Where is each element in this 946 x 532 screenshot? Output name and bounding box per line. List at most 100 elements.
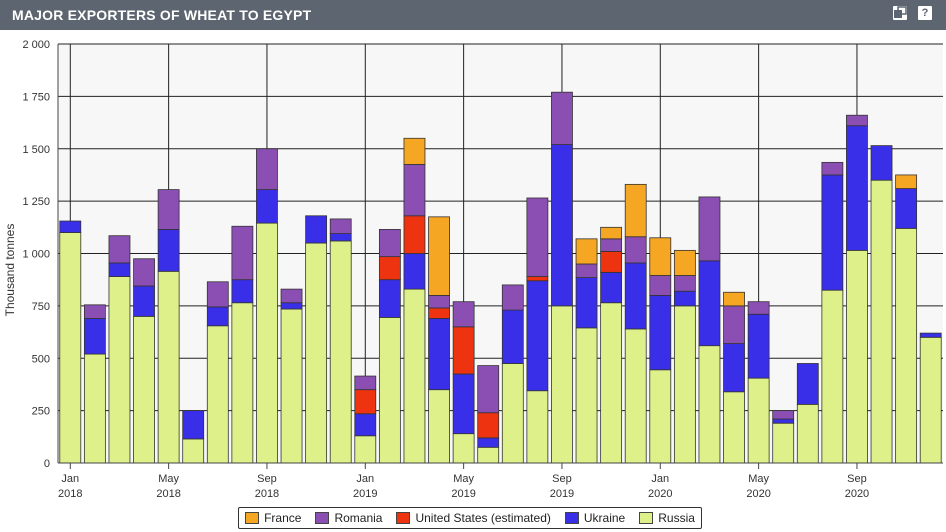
bar-russia[interactable]: [329, 240, 352, 464]
bar-ukraine[interactable]: [231, 279, 254, 304]
bar-france[interactable]: [600, 226, 623, 240]
bar-russia[interactable]: [747, 377, 770, 464]
bar-russia[interactable]: [206, 325, 229, 464]
bar-ukraine[interactable]: [329, 233, 352, 242]
bar-russia[interactable]: [821, 289, 844, 464]
bar-romania[interactable]: [673, 275, 696, 292]
bar-russia[interactable]: [919, 336, 942, 464]
bar-ukraine[interactable]: [772, 418, 795, 424]
bar-ukraine[interactable]: [378, 279, 401, 318]
bar-romania[interactable]: [649, 275, 672, 296]
bar-romania[interactable]: [256, 148, 278, 191]
bar-ukraine[interactable]: [501, 309, 524, 364]
bar-ukraine[interactable]: [624, 262, 647, 330]
bar-romania[interactable]: [133, 258, 155, 287]
bar-romania[interactable]: [329, 218, 352, 234]
bar-united-states-estimated[interactable]: [452, 326, 475, 375]
bar-romania[interactable]: [403, 164, 426, 217]
bar-romania[interactable]: [772, 410, 795, 420]
bar-united-states-estimated[interactable]: [600, 251, 623, 273]
bar-ukraine[interactable]: [895, 188, 918, 229]
bar-russia[interactable]: [846, 249, 868, 464]
bar-romania[interactable]: [526, 197, 549, 277]
bar-russia[interactable]: [501, 363, 524, 464]
bar-ukraine[interactable]: [747, 313, 770, 379]
bar-russia[interactable]: [452, 433, 475, 464]
bar-russia[interactable]: [231, 302, 254, 464]
bar-romania[interactable]: [354, 375, 377, 391]
bar-romania[interactable]: [452, 301, 475, 328]
bar-ukraine[interactable]: [477, 437, 500, 448]
bar-ukraine[interactable]: [551, 144, 573, 307]
bar-russia[interactable]: [772, 422, 795, 464]
bar-romania[interactable]: [83, 304, 106, 319]
bar-russia[interactable]: [378, 316, 401, 464]
bar-romania[interactable]: [157, 189, 180, 230]
legend-item-ukraine[interactable]: Ukraine: [564, 511, 625, 525]
bar-romania[interactable]: [821, 161, 844, 176]
help-icon[interactable]: ?: [918, 6, 932, 20]
bar-russia[interactable]: [649, 369, 672, 464]
bar-ukraine[interactable]: [919, 332, 942, 338]
bar-russia[interactable]: [133, 315, 155, 464]
bar-romania[interactable]: [231, 225, 254, 281]
bar-ukraine[interactable]: [870, 145, 893, 181]
bar-ukraine[interactable]: [182, 410, 205, 440]
bar-russia[interactable]: [600, 302, 623, 464]
bar-france[interactable]: [895, 174, 918, 189]
bar-russia[interactable]: [723, 391, 745, 464]
bar-ukraine[interactable]: [698, 260, 721, 347]
bar-united-states-estimated[interactable]: [378, 256, 401, 281]
bar-russia[interactable]: [575, 327, 598, 464]
bar-united-states-estimated[interactable]: [477, 412, 500, 439]
bar-russia[interactable]: [256, 222, 278, 464]
bar-ukraine[interactable]: [280, 302, 303, 310]
legend-item-united-states[interactable]: United States (estimated): [396, 511, 551, 525]
bar-romania[interactable]: [551, 91, 573, 145]
bar-russia[interactable]: [673, 305, 696, 464]
bar-united-states-estimated[interactable]: [403, 215, 426, 254]
bar-ukraine[interactable]: [354, 413, 377, 437]
bar-ukraine[interactable]: [723, 343, 745, 393]
popout-icon[interactable]: [893, 6, 907, 20]
bar-russia[interactable]: [526, 390, 549, 464]
bar-romania[interactable]: [108, 235, 131, 264]
bar-united-states-estimated[interactable]: [354, 389, 377, 415]
bar-russia[interactable]: [870, 179, 893, 464]
bar-france[interactable]: [403, 137, 426, 165]
bar-russia[interactable]: [83, 353, 106, 464]
bar-united-states-estimated[interactable]: [428, 307, 450, 319]
bar-romania[interactable]: [846, 114, 868, 127]
bar-france[interactable]: [428, 216, 450, 296]
bar-ukraine[interactable]: [846, 125, 868, 251]
bar-ukraine[interactable]: [59, 220, 82, 233]
bar-russia[interactable]: [354, 435, 377, 464]
bar-ukraine[interactable]: [600, 271, 623, 304]
legend-item-russia[interactable]: Russia: [639, 511, 695, 525]
bar-ukraine[interactable]: [133, 285, 155, 317]
bar-russia[interactable]: [477, 446, 500, 464]
bar-romania[interactable]: [575, 263, 598, 278]
bar-france[interactable]: [723, 291, 745, 307]
bar-russia[interactable]: [796, 403, 819, 464]
bar-russia[interactable]: [108, 276, 131, 464]
bar-russia[interactable]: [895, 227, 918, 464]
bar-russia[interactable]: [428, 389, 450, 464]
bar-ukraine[interactable]: [256, 189, 278, 224]
bar-ukraine[interactable]: [428, 318, 450, 391]
bar-russia[interactable]: [698, 345, 721, 464]
bar-romania[interactable]: [477, 365, 500, 414]
bar-ukraine[interactable]: [403, 253, 426, 290]
bar-romania[interactable]: [501, 284, 524, 311]
bar-russia[interactable]: [157, 270, 180, 464]
bar-france[interactable]: [673, 249, 696, 276]
bar-romania[interactable]: [698, 196, 721, 262]
bar-russia[interactable]: [403, 288, 426, 464]
bar-romania[interactable]: [624, 236, 647, 264]
bar-france[interactable]: [624, 183, 647, 238]
bar-russia[interactable]: [59, 232, 82, 464]
bar-russia[interactable]: [305, 242, 328, 464]
bar-russia[interactable]: [182, 438, 205, 464]
bar-france[interactable]: [649, 237, 672, 276]
bar-romania[interactable]: [723, 305, 745, 344]
